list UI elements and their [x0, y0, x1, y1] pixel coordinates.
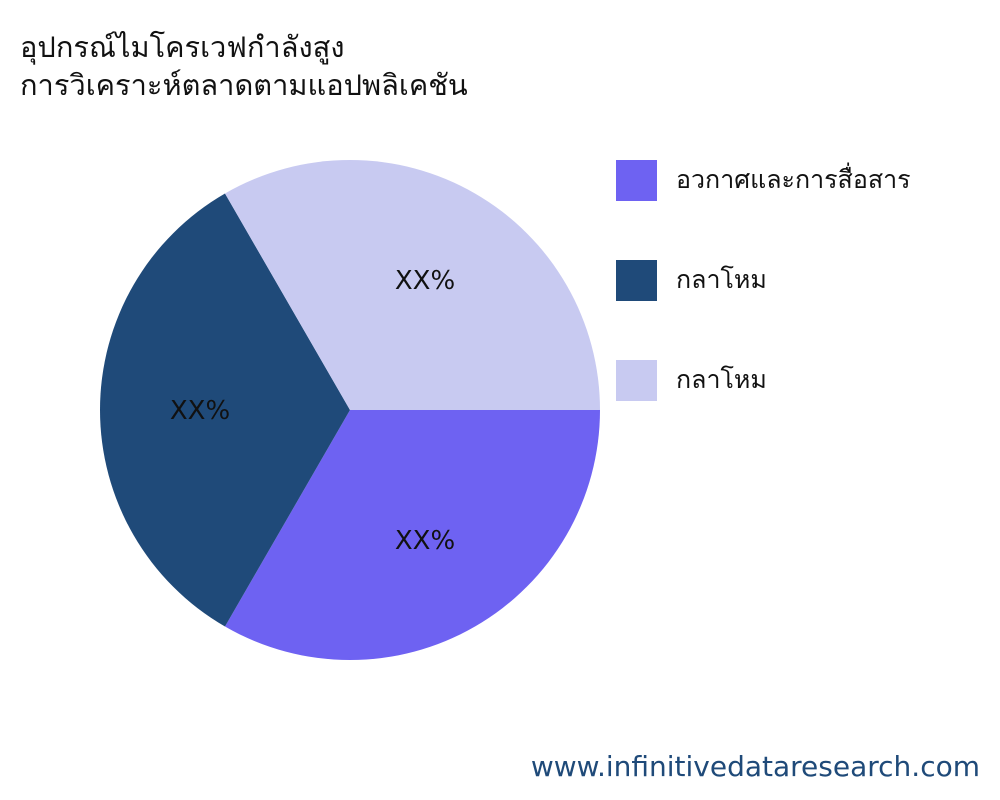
legend-item-1: อวกาศและการสื่อสาร	[616, 159, 911, 201]
pie-slice-label-1: XX%	[395, 526, 455, 556]
footer-website: www.infinitivedataresearch.com	[530, 750, 980, 783]
chart-title: อุปกรณ์ไมโครเวฟกำลังสูง การวิเคราะห์ตลาด…	[20, 28, 468, 104]
legend-label-2: กลาโหม	[676, 265, 767, 294]
pie-slice-label-3: XX%	[395, 266, 455, 296]
legend-swatch-2	[616, 259, 657, 301]
pie-slice-3	[225, 160, 600, 410]
legend-item-3: กลาโหม	[616, 359, 767, 401]
chart-title-line-1: อุปกรณ์ไมโครเวฟกำลังสูง	[20, 30, 345, 64]
legend-label-3: กลาโหม	[676, 365, 767, 394]
legend-label-1: อวกาศและการสื่อสาร	[676, 165, 911, 194]
chart-title-line-2: การวิเคราะห์ตลาดตามแอปพลิเคชัน	[20, 68, 468, 102]
pie-slice-label-2: XX%	[170, 396, 230, 426]
legend-swatch-3	[616, 359, 657, 401]
legend-swatch-1	[616, 159, 657, 201]
legend-item-2: กลาโหม	[616, 259, 767, 301]
pie-slice-1	[225, 410, 600, 660]
